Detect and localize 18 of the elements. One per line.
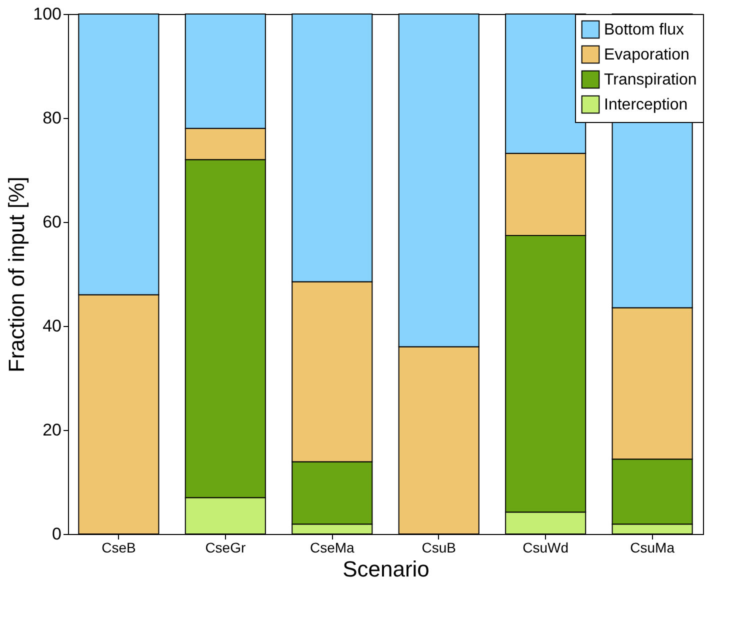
y-tick-label: 20 [42,420,62,440]
y-tick-label: 0 [52,524,62,544]
x-tick-label: CsuMa [630,540,675,556]
legend-label: Transpiration [604,72,697,88]
x-tick-label: CsuB [422,540,456,556]
y-tick-label: 40 [42,316,62,336]
x-tick-label: CseMa [310,540,355,556]
x-tick-label: CseGr [205,540,246,556]
legend-label: Evaporation [604,46,690,64]
y-axis-title: Fraction of input [%] [4,176,30,372]
x-axis-title: Scenario [342,556,430,582]
y-tick-label: 80 [42,108,62,128]
legend-label: Bottom flux [604,22,684,38]
y-tick-label: 60 [42,212,62,232]
x-tick-label: CseB [102,540,136,556]
legend-label: Interception [604,96,688,114]
x-tick-label: CsuWd [522,540,569,556]
y-tick-label: 100 [33,4,62,24]
